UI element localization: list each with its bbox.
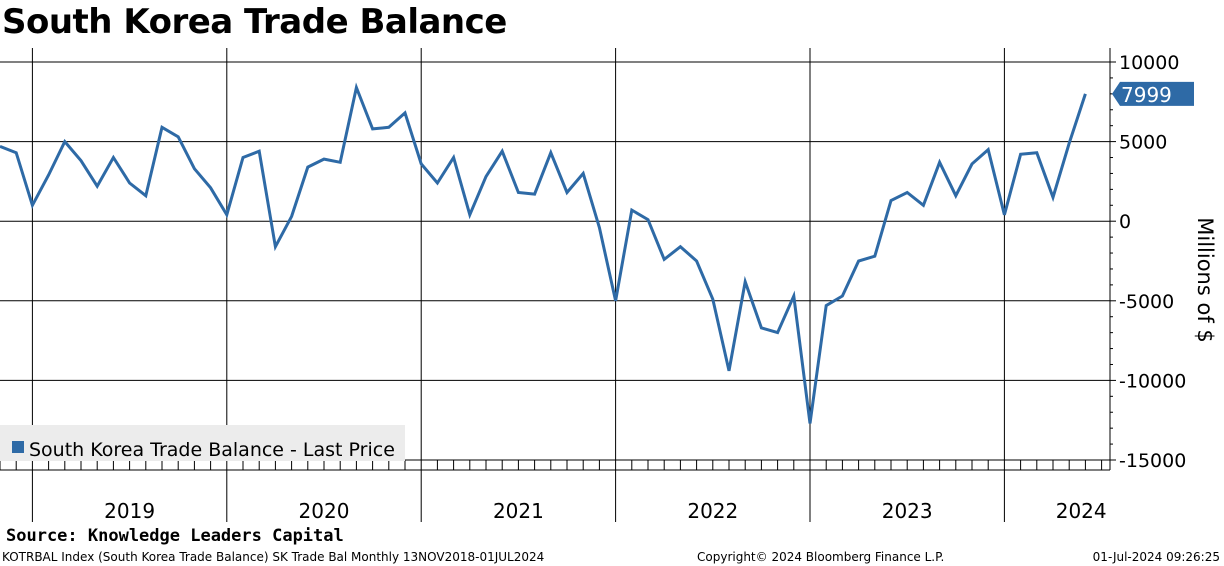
y-axis-label: Millions of $ (1193, 217, 1217, 343)
legend-label: South Korea Trade Balance - Last Price (29, 439, 395, 461)
source-text: Source: Knowledge Leaders Capital (6, 526, 344, 546)
x-tick-label: 2021 (493, 499, 544, 523)
x-tick-label: 2019 (104, 499, 155, 523)
y-tick-label: 10000 (1119, 52, 1179, 74)
series-line (0, 82, 1087, 424)
last-price-marker: 7999 (1112, 81, 1194, 107)
x-tick-label: 2022 (687, 499, 738, 523)
y-tick-label: -15000 (1119, 450, 1186, 472)
legend-swatch (12, 441, 24, 453)
series-layer (0, 82, 1087, 424)
footer-timestamp: 01-Jul-2024 09:26:25 (1092, 550, 1220, 564)
last-price-box (1112, 81, 1194, 106)
y-axis: 10000 5000 0 -5000 -10000 -15000 (1110, 52, 1186, 472)
legend-background (0, 425, 405, 461)
y-tick-label: -5000 (1119, 291, 1174, 313)
x-tick-label: 2020 (299, 499, 350, 523)
x-tick-label: 2023 (882, 499, 933, 523)
gridlines (0, 48, 1110, 522)
y-tick-label: -10000 (1119, 370, 1186, 392)
legend: South Korea Trade Balance - Last Price (0, 425, 405, 461)
plot-frame (0, 48, 1111, 471)
x-tick-label: 2024 (1056, 499, 1107, 523)
y-tick-label: 0 (1119, 211, 1131, 233)
y-tick-label: 5000 (1119, 132, 1167, 154)
chart-title: South Korea Trade Balance (2, 2, 507, 42)
footer-index-info: KOTRBAL Index (South Korea Trade Balance… (2, 550, 545, 564)
x-axis: 2019 2020 2021 2022 2023 2024 (0, 460, 1107, 523)
last-price-label: 7999 (1121, 83, 1172, 107)
footer-copyright: Copyright© 2024 Bloomberg Finance L.P. (697, 550, 945, 564)
